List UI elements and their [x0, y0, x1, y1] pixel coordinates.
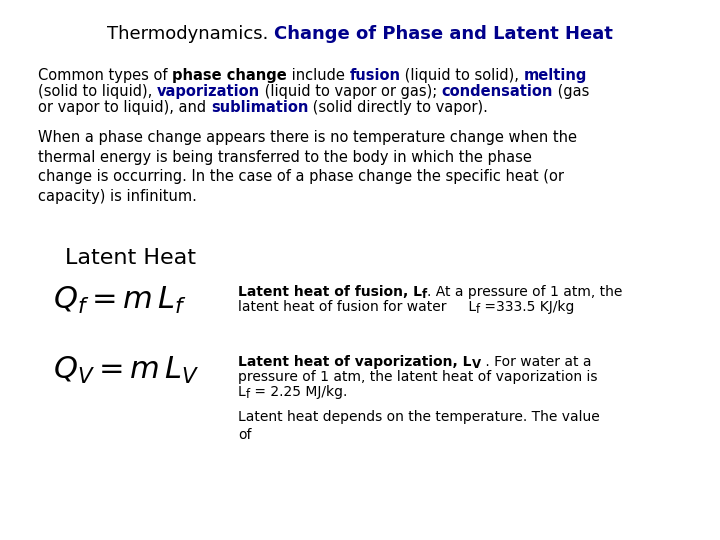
- Text: Thermodynamics.: Thermodynamics.: [107, 25, 274, 43]
- Text: f: f: [476, 303, 480, 316]
- Text: f: f: [246, 388, 250, 401]
- Text: Change of Phase and Latent Heat: Change of Phase and Latent Heat: [274, 25, 613, 43]
- Text: latent heat of fusion for water     L: latent heat of fusion for water L: [238, 300, 476, 314]
- Text: condensation: condensation: [442, 84, 553, 99]
- Text: vaporization: vaporization: [157, 84, 260, 99]
- Text: . For water at a: . For water at a: [481, 355, 591, 369]
- Text: $Q_f = m\,L_f$: $Q_f = m\,L_f$: [53, 285, 186, 316]
- Text: Common types of: Common types of: [38, 68, 172, 83]
- Text: include: include: [287, 68, 349, 83]
- Text: or vapor to liquid), and: or vapor to liquid), and: [38, 100, 211, 115]
- Text: = 2.25 MJ/kg.: = 2.25 MJ/kg.: [250, 385, 347, 399]
- Text: Latent heat of vaporization, L: Latent heat of vaporization, L: [238, 355, 472, 369]
- Text: =333.5 KJ/kg: =333.5 KJ/kg: [480, 300, 575, 314]
- Text: Latent heat of fusion, L: Latent heat of fusion, L: [238, 285, 422, 299]
- Text: V: V: [472, 357, 481, 370]
- Text: (solid to liquid),: (solid to liquid),: [38, 84, 157, 99]
- Text: (liquid to solid),: (liquid to solid),: [400, 68, 524, 83]
- Text: (solid directly to vapor).: (solid directly to vapor).: [308, 100, 488, 115]
- Text: sublimation: sublimation: [211, 100, 308, 115]
- Text: Latent heat depends on the temperature. The value
of: Latent heat depends on the temperature. …: [238, 410, 600, 442]
- Text: (liquid to vapor or gas);: (liquid to vapor or gas);: [260, 84, 442, 99]
- Text: L: L: [238, 385, 246, 399]
- Text: phase change: phase change: [172, 68, 287, 83]
- Text: melting: melting: [524, 68, 588, 83]
- Text: . At a pressure of 1 atm, the: . At a pressure of 1 atm, the: [427, 285, 623, 299]
- Text: When a phase change appears there is no temperature change when the
thermal ener: When a phase change appears there is no …: [38, 130, 577, 204]
- Text: f: f: [422, 288, 427, 301]
- Text: (gas: (gas: [553, 84, 590, 99]
- Text: $Q_V = m\,L_V$: $Q_V = m\,L_V$: [53, 355, 199, 386]
- Text: fusion: fusion: [349, 68, 400, 83]
- Text: pressure of 1 atm, the latent heat of vaporization is: pressure of 1 atm, the latent heat of va…: [238, 370, 598, 384]
- Text: Latent Heat: Latent Heat: [65, 248, 196, 268]
